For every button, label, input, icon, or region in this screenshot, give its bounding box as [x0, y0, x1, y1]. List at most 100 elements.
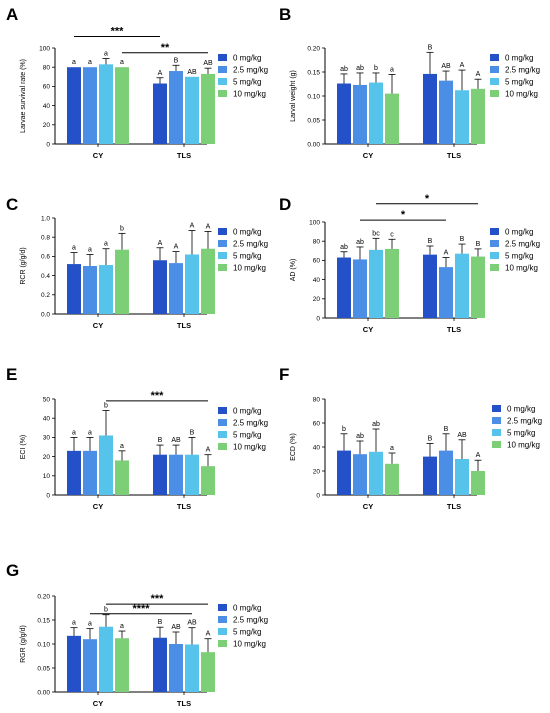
legend-label: 10 mg/kg	[505, 90, 538, 99]
significance-letter: b	[374, 65, 378, 72]
panel-c: C 0.0 0.2 0.4 0.6 0.8 1.0 RCR (g/g/d) CY a a a b TLS A…	[6, 195, 268, 330]
bar	[83, 450, 97, 495]
legend-swatch	[490, 228, 499, 235]
bar	[67, 67, 81, 144]
y-tick-label: 40	[313, 277, 321, 284]
significance-letter: B	[158, 619, 163, 626]
significance-letter: ab	[340, 66, 348, 73]
y-tick-label: 40	[43, 416, 51, 423]
bar	[455, 459, 469, 495]
legend-swatch	[492, 417, 501, 424]
significance-letter: A	[174, 244, 179, 251]
legend-swatch	[218, 419, 227, 426]
y-tick-label: 80	[313, 239, 321, 246]
significance-letter: a	[72, 245, 76, 252]
bar	[99, 435, 113, 495]
legend: 0 mg/kg 2.5 mg/kg 5 mg/kg 10 mg/kg	[490, 228, 540, 273]
legend-label: 2.5 mg/kg	[233, 240, 268, 249]
legend-label: 5 mg/kg	[233, 431, 261, 440]
x-category-label: TLS	[177, 699, 191, 708]
panel-letter: C	[6, 195, 18, 214]
significance-stars: ****	[132, 603, 150, 615]
significance-letter: AB	[171, 437, 181, 444]
bar	[185, 254, 199, 314]
y-tick-label: 80	[43, 65, 51, 72]
y-tick-label: 20	[43, 122, 51, 129]
significance-letter: a	[120, 443, 124, 450]
significance-stars: ***	[111, 25, 125, 37]
bar	[83, 639, 97, 692]
y-tick-label: 20	[313, 296, 321, 303]
bar	[115, 67, 129, 144]
bar	[185, 454, 199, 495]
panel-e: E 0 10 20 30 40 50 ECI (%) CY a a b a TLS B AB B A *** 0 mg…	[6, 365, 268, 511]
legend-swatch	[218, 252, 227, 259]
panel-letter: G	[6, 561, 19, 580]
legend-swatch	[218, 628, 227, 635]
significance-letter: b	[120, 225, 124, 232]
bar	[153, 454, 167, 495]
panel-b: B 0.00 0.05 0.10 0.15 0.20 Larval weight (g) CY…	[279, 5, 540, 160]
significance-letter: a	[390, 66, 394, 73]
y-tick-label: 0.0	[41, 311, 50, 318]
bar	[439, 450, 453, 495]
y-tick-label: 0.00	[37, 689, 50, 696]
significance-letter: a	[72, 620, 76, 627]
significance-letter: ab	[356, 239, 364, 246]
significance-letter: a	[88, 621, 92, 628]
significance-letter: A	[158, 70, 163, 77]
y-tick-label: 20	[313, 468, 321, 475]
legend-swatch	[218, 264, 227, 271]
x-category-label: TLS	[177, 502, 191, 511]
legend-label: 10 mg/kg	[507, 441, 540, 450]
significance-letter: a	[88, 429, 92, 436]
legend-label: 10 mg/kg	[233, 443, 266, 452]
bar	[471, 471, 485, 495]
panel-f: F 0 20 40 60 80 ECD (%) CY b ab ab a TLS B B AB A 0 mg/kg…	[279, 365, 542, 511]
bar	[471, 88, 485, 144]
significance-letter: a	[120, 59, 124, 66]
significance-letter: a	[72, 59, 76, 66]
bar	[201, 248, 215, 314]
legend: 0 mg/kg 2.5 mg/kg 5 mg/kg 10 mg/kg	[218, 407, 268, 452]
legend-label: 2.5 mg/kg	[233, 66, 268, 75]
y-tick-label: 0.15	[37, 617, 50, 624]
legend-swatch	[492, 405, 501, 412]
significance-letter: A	[206, 447, 211, 454]
legend-label: 0 mg/kg	[505, 228, 533, 237]
legend-label: 2.5 mg/kg	[233, 616, 268, 625]
bar	[369, 249, 383, 318]
panel-letter: B	[279, 5, 291, 24]
bar	[385, 248, 399, 318]
legend-label: 5 mg/kg	[505, 78, 533, 87]
legend: 0 mg/kg 2.5 mg/kg 5 mg/kg 10 mg/kg	[490, 54, 540, 99]
panel-g: G 0.00 0.05 0.10 0.15 0.20 RGR (g/g/d) CY a a b a TL…	[6, 561, 268, 708]
legend-label: 0 mg/kg	[507, 405, 535, 414]
panel-letter: F	[279, 365, 289, 384]
bar	[169, 644, 183, 692]
significance-letter: B	[174, 57, 179, 64]
significance-letter: AB	[441, 63, 451, 70]
y-tick-label: 0	[316, 492, 320, 499]
y-tick-label: 0.15	[307, 69, 320, 76]
significance-letter: a	[88, 59, 92, 66]
legend-label: 2.5 mg/kg	[507, 417, 542, 426]
y-tick-label: 50	[43, 396, 51, 403]
y-tick-label: 60	[313, 420, 321, 427]
significance-letter: AB	[187, 69, 197, 76]
bar	[153, 637, 167, 692]
panel-letter: E	[6, 365, 17, 384]
y-axis-label: Larval weight (g)	[290, 70, 297, 122]
significance-letter: a	[104, 51, 108, 58]
legend-swatch	[218, 616, 227, 623]
y-tick-label: 0.10	[37, 641, 50, 648]
y-axis-label: Larvae survival rate (%)	[20, 59, 27, 133]
significance-letter: a	[104, 241, 108, 248]
y-tick-label: 60	[43, 84, 51, 91]
y-tick-label: 0	[46, 141, 50, 148]
legend-swatch	[490, 54, 499, 61]
y-tick-label: 60	[313, 258, 321, 265]
legend-swatch	[218, 90, 227, 97]
significance-letter: a	[88, 246, 92, 253]
y-tick-label: 0	[46, 492, 50, 499]
